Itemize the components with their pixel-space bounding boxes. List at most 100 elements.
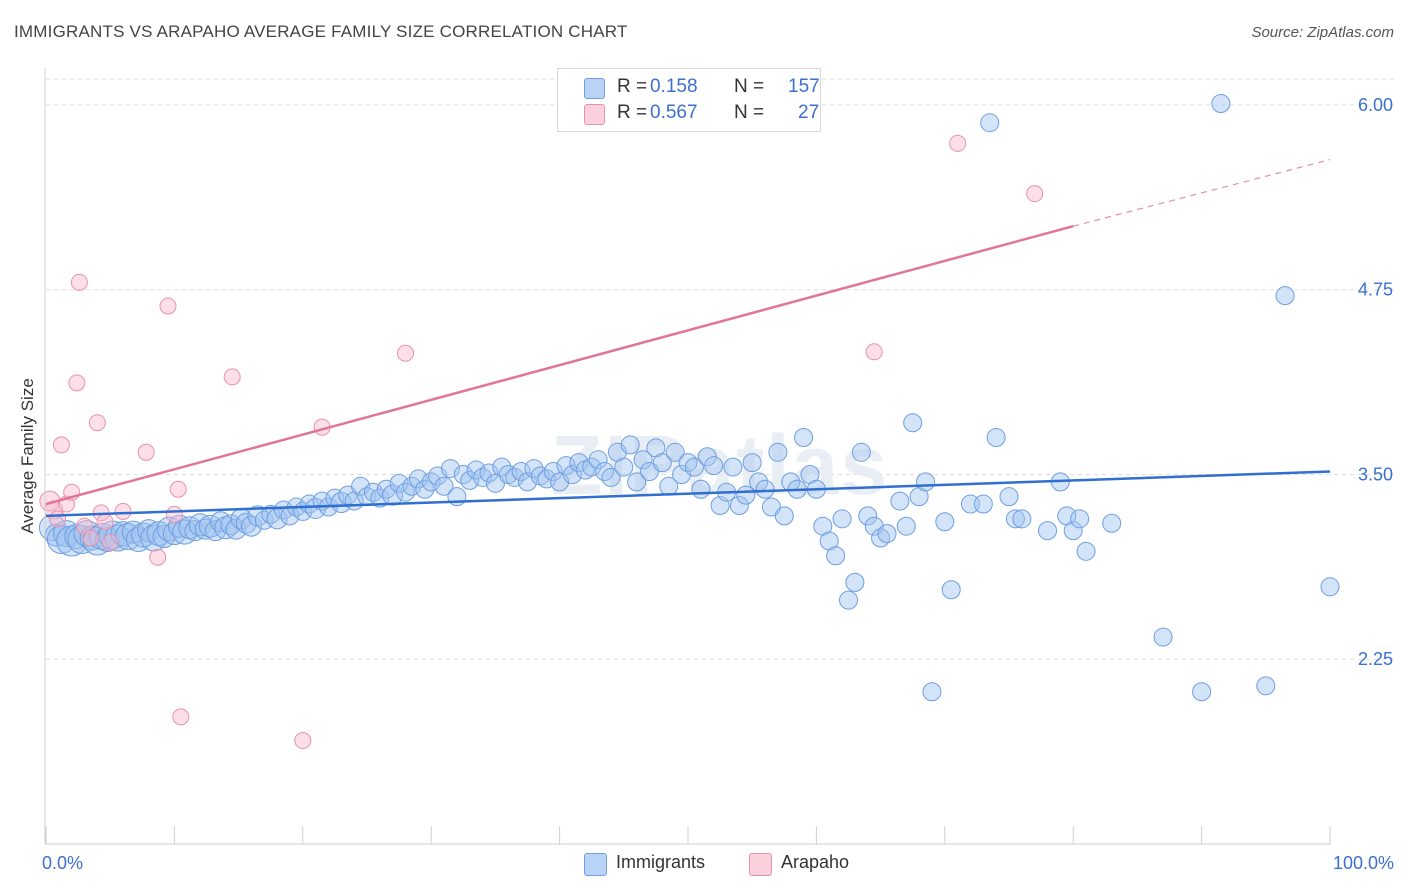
legend-n-value: 27: [798, 102, 820, 123]
data-point-immigrants: [684, 457, 704, 477]
data-point-immigrants: [1063, 521, 1083, 541]
data-point-arapaho: [52, 436, 70, 454]
y-tick-label: 6.00: [1358, 95, 1393, 115]
data-point-arapaho: [82, 529, 100, 547]
data-point-arapaho: [88, 414, 106, 432]
data-point-arapaho: [96, 513, 114, 531]
legend-n-label: N =: [734, 102, 765, 123]
data-point-immigrants: [903, 413, 923, 433]
data-point-arapaho: [101, 533, 119, 551]
data-point-immigrants: [376, 479, 396, 499]
bottom-legend-label-immigrants: Immigrants: [616, 852, 706, 872]
data-point-immigrants: [1012, 509, 1032, 529]
data-point-immigrants: [774, 506, 794, 526]
data-point-immigrants: [877, 524, 897, 544]
y-axis-label: Average Family Size: [18, 378, 37, 534]
data-point-immigrants: [1320, 577, 1340, 597]
data-point-arapaho: [165, 505, 183, 523]
data-point-immigrants: [723, 457, 743, 477]
data-point-arapaho: [149, 548, 167, 566]
data-point-arapaho: [397, 344, 415, 362]
data-point-immigrants: [588, 450, 608, 470]
data-point-immigrants: [1153, 627, 1173, 647]
data-point-immigrants: [95, 527, 121, 553]
data-point-immigrants: [1211, 93, 1231, 113]
bottom-legend-swatch-arapaho: [749, 853, 772, 876]
data-point-immigrants: [110, 521, 136, 547]
data-point-immigrants: [704, 456, 724, 476]
data-point-immigrants: [225, 518, 247, 540]
data-point-immigrants: [466, 460, 486, 480]
data-point-immigrants: [1076, 541, 1096, 561]
legend-r-label: R =: [617, 102, 648, 123]
legend-r-value: 0.158: [650, 76, 698, 97]
data-point-immigrants: [460, 470, 480, 490]
data-point-immigrants: [537, 469, 557, 489]
data-point-immigrants: [53, 520, 81, 548]
data-point-immigrants: [299, 494, 319, 514]
legend-swatch-arapaho: [584, 104, 605, 125]
trend-line-arapaho: [45, 224, 1074, 506]
data-point-arapaho: [1026, 185, 1044, 203]
data-point-immigrants: [511, 462, 531, 482]
bottom-legend-label-arapaho: Arapaho: [781, 852, 850, 872]
data-point-immigrants: [620, 435, 640, 455]
data-point-immigrants: [1038, 521, 1058, 541]
data-point-immigrants: [916, 472, 936, 492]
data-point-immigrants: [755, 479, 775, 499]
data-point-immigrants: [601, 467, 621, 487]
data-point-immigrants: [896, 516, 916, 536]
data-point-immigrants: [562, 464, 582, 484]
data-point-immigrants: [434, 476, 454, 496]
data-point-immigrants: [1070, 509, 1090, 529]
data-point-immigrants: [890, 491, 910, 511]
data-point-arapaho: [169, 480, 187, 498]
bottom-legend-swatch-immigrants: [584, 853, 607, 876]
trend-line-immigrants: [45, 470, 1331, 518]
data-point-immigrants: [858, 506, 878, 526]
data-point-immigrants: [261, 504, 281, 524]
data-point-immigrants: [240, 515, 262, 537]
legend: R = 0.158 N = 157 R = 0.567 N = 27: [557, 68, 821, 132]
data-point-immigrants: [999, 487, 1019, 507]
chart-source: Source: ZipAtlas.com: [1251, 24, 1394, 41]
data-point-immigrants: [652, 453, 672, 473]
data-point-immigrants: [980, 113, 1000, 133]
data-point-arapaho: [114, 502, 132, 520]
data-point-immigrants: [845, 572, 865, 592]
data-point-immigrants: [633, 450, 653, 470]
legend-r-value: 0.567: [650, 102, 698, 123]
y-tick-label: 4.75: [1358, 280, 1393, 300]
data-point-immigrants: [1256, 676, 1276, 696]
data-point-immigrants: [402, 476, 422, 496]
data-point-immigrants: [440, 459, 460, 479]
data-point-immigrants: [582, 457, 602, 477]
data-point-immigrants: [627, 472, 647, 492]
data-point-immigrants: [742, 453, 762, 473]
data-point-immigrants: [794, 428, 814, 448]
data-point-immigrants: [1192, 682, 1212, 702]
data-point-immigrants: [665, 442, 685, 462]
legend-n-label: N =: [734, 76, 765, 97]
data-point-arapaho: [949, 134, 967, 152]
data-point-immigrants: [1102, 513, 1122, 533]
data-point-arapaho: [294, 732, 312, 750]
legend-swatch-immigrants: [584, 78, 605, 99]
y-tick-label: 2.25: [1358, 649, 1393, 669]
grid-lines: [46, 78, 1394, 660]
legend-r-label: R =: [617, 76, 648, 97]
data-point-arapaho: [49, 510, 67, 528]
y-tick-labels: 2.25 3.50 4.75 6.00: [1358, 95, 1393, 669]
data-point-immigrants: [736, 485, 756, 505]
data-point-arapaho: [137, 443, 155, 461]
x-tick-label-min: 0.0%: [42, 853, 84, 873]
data-point-immigrants: [543, 462, 563, 482]
data-point-immigrants: [832, 509, 852, 529]
data-point-immigrants: [691, 479, 711, 499]
series-arapaho: [39, 134, 1044, 750]
data-point-immigrants: [1275, 286, 1295, 306]
data-point-arapaho: [865, 343, 883, 361]
data-point-immigrants: [839, 590, 858, 610]
trend-lines: [45, 159, 1331, 518]
